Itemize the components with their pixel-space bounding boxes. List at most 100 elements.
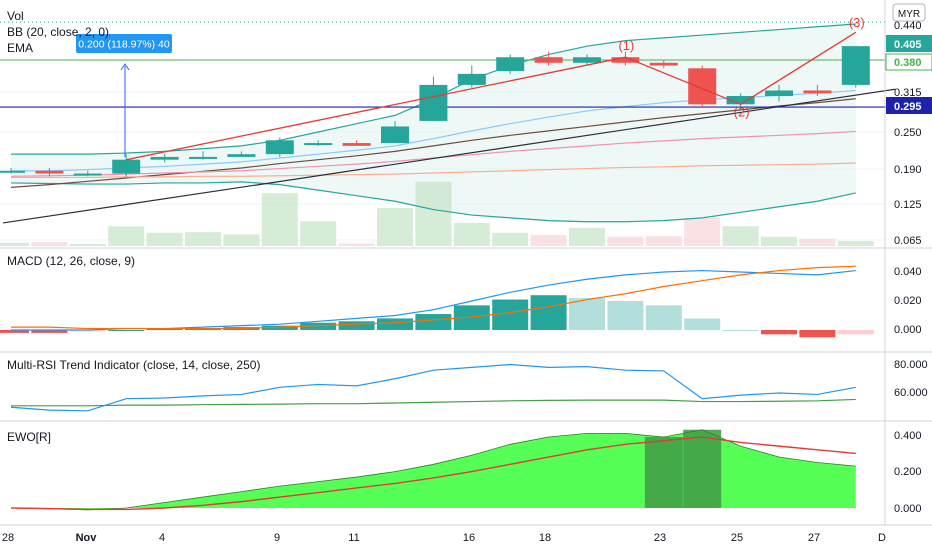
trend-line [2,88,896,224]
candle [189,151,217,160]
wave-label-1[interactable]: (1) [618,38,634,53]
volume-bar [146,232,183,246]
x-label-0: 28 [2,532,14,544]
candle [765,84,793,102]
wave-annotation [126,31,857,161]
volume-bar [684,217,721,246]
measure-tooltip-text: 0.200 (118.97%) 40 [78,39,170,51]
macd-panel [0,265,874,338]
legend-bb[interactable]: BB (20, close, 2, 0) [7,25,109,39]
candle-body [0,170,25,173]
bb-lower-line [10,181,856,223]
ewo-highlight-bar [683,429,722,508]
macd-title[interactable]: MACD (12, 26, close, 9) [7,254,135,268]
volume-bar [837,241,874,246]
macd-hist-bar [492,299,529,330]
candle-body [304,143,333,146]
volume-bar [761,236,797,246]
candle [112,154,141,177]
rsi-fast-line [10,363,856,412]
volume-bar [261,193,298,246]
candle [304,140,333,146]
green-level-label: 0.380 [894,57,922,69]
candle [150,154,179,163]
candle [688,65,717,108]
rsi-slow-line [11,398,856,407]
rsi-panel [10,363,856,412]
candle [841,46,870,88]
ewo-area [11,429,856,510]
horizontal-levels [0,21,932,108]
macd-hist-bar [530,295,567,330]
legend-vol[interactable]: Vol [7,9,24,23]
macd-hist-bar [300,322,337,330]
volume-bar [223,234,260,246]
volume-bar [69,244,106,246]
macd-hist-bar [69,330,106,332]
macd-hist-bar [415,314,452,330]
x-label-8: 25 [731,532,743,544]
price-tick-4: 0.065 [894,235,922,247]
candle-body [265,140,294,155]
candle-body [419,84,448,121]
wave-label-2[interactable]: (2) [734,104,750,119]
candles [0,46,870,177]
x-label-7: 23 [654,532,666,544]
macd-hist-bar [377,318,413,330]
price-axis[interactable]: MYR 0.440 0.315 0.250 0.190 0.125 0.065 … [884,0,932,525]
macd-hist-bar [338,321,375,330]
measure-tooltip-box [76,34,172,53]
candle [227,151,256,157]
price-tick-3: 0.125 [894,199,922,211]
candle-body [573,57,601,63]
volume-bar [185,232,221,246]
candle-body [35,170,64,174]
wave-path [126,31,857,161]
ewo-highlight-bar [644,437,683,508]
candle [534,51,563,66]
candle-body [227,154,256,157]
time-axis[interactable]: 28 Nov 4 9 11 16 18 23 25 27 D [0,524,932,544]
macd-hist-bar [761,330,797,335]
currency-box [892,3,926,22]
macd-signal-line [11,265,856,330]
macd-tick-0: 0.040 [894,266,922,278]
volume-bar [607,236,644,246]
candle [573,54,601,66]
macd-tick-2: 0.000 [894,324,922,336]
legend-ema[interactable]: EMA [7,41,33,55]
last-price-badge [886,35,932,52]
x-label-6: 18 [539,532,551,544]
blue-level-label: 0.295 [894,101,922,113]
candle [381,120,409,144]
x-label-1: Nov [76,532,98,544]
volume-bar [338,243,375,246]
wave-label-3[interactable]: (3) [849,15,865,30]
x-label-2: 4 [159,532,165,544]
ewo-tick-1: 0.200 [894,466,922,478]
candle-body [112,159,141,174]
bollinger-band-fill [11,24,856,222]
ewo-title[interactable]: EWO[R] [7,430,51,444]
x-label-5: 16 [463,532,475,544]
candle [265,137,294,157]
x-label-9: 27 [808,532,820,544]
measure-tool[interactable]: 0.200 (118.97%) 40 [76,34,172,157]
price-tick-1: 0.250 [894,127,922,139]
price-tick-0: 0.315 [894,87,922,99]
rsi-title[interactable]: Multi-RSI Trend Indicator (close, 14, cl… [7,358,260,372]
candle-body [803,90,832,94]
x-label-10: D [878,532,886,544]
volume-bar [722,226,759,246]
ema-line-0 [10,98,856,188]
top-tick-partial: 0.440 [894,20,922,32]
volume-bar [31,242,68,246]
volume-bars [0,181,874,246]
macd-hist-bar [645,305,682,330]
candle-body [765,90,793,96]
candle [496,54,525,74]
candle-body [688,68,717,105]
currency-label: MYR [898,9,920,20]
candle [457,65,486,88]
